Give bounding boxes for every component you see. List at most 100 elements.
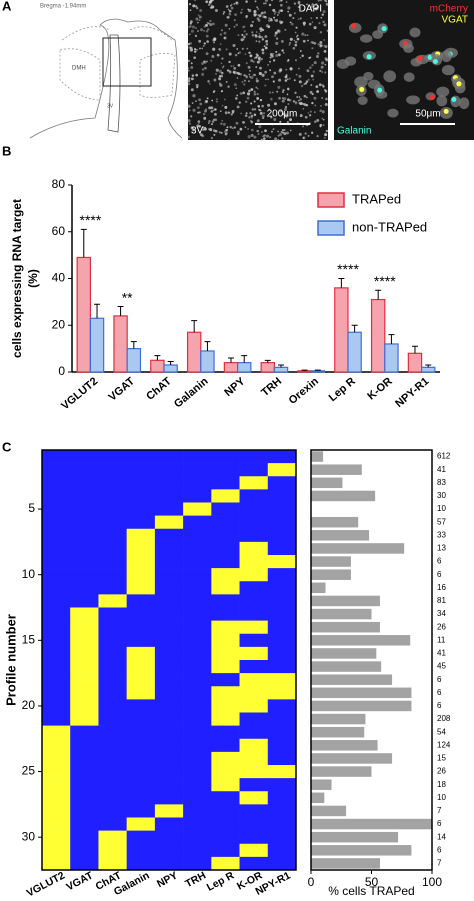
signal	[381, 26, 387, 32]
heatmap-cell	[267, 646, 297, 661]
x-tick-label: 0	[308, 875, 315, 889]
heatmap-cell	[154, 673, 184, 687]
nucleus	[303, 103, 307, 106]
count-label: 81	[437, 596, 446, 605]
ventricle-label: 3V	[107, 103, 114, 109]
nucleus	[301, 32, 305, 36]
nucleus	[281, 137, 284, 140]
nucleus	[293, 12, 296, 15]
nucleus	[299, 56, 302, 59]
nucleus	[192, 94, 196, 98]
heatmap-cell	[98, 502, 127, 516]
nucleus	[284, 75, 288, 79]
nucleus	[263, 11, 267, 14]
nucleus	[196, 124, 200, 128]
nucleus	[218, 69, 222, 73]
heatmap-cell	[126, 541, 156, 556]
heatmap-cell	[42, 450, 71, 464]
nucleus	[226, 126, 229, 129]
nucleus	[194, 48, 197, 51]
bar	[311, 543, 405, 554]
nucleus	[287, 59, 290, 62]
nucleus	[243, 25, 246, 28]
x-tick-label: VGAT	[106, 375, 137, 403]
heatmap-cell	[70, 607, 99, 621]
heatmap-cell	[267, 528, 297, 543]
heatmap-cell	[42, 568, 71, 582]
heatmap-cell	[98, 594, 127, 608]
nucleus	[192, 108, 196, 112]
nucleus	[297, 0, 301, 4]
heatmap-cell	[98, 712, 127, 726]
nucleus	[187, 59, 191, 63]
nucleus	[325, 2, 329, 6]
heatmap-cell	[183, 555, 212, 569]
nucleus	[199, 102, 203, 106]
heatmap-cell	[183, 502, 212, 516]
nucleus	[277, 134, 280, 137]
nucleus	[311, 102, 314, 105]
heatmap-cell	[70, 686, 99, 700]
count-label: 15	[437, 754, 446, 763]
nucleus	[275, 54, 279, 57]
heatmap-cell	[154, 817, 184, 831]
nucleus	[313, 61, 317, 65]
nucleus	[233, 126, 236, 129]
nucleus	[208, 106, 212, 110]
heatmap-cell	[183, 725, 212, 740]
nucleus	[288, 77, 291, 80]
nucleus	[275, 41, 279, 45]
signal	[443, 108, 449, 114]
nucleus	[255, 86, 258, 89]
nucleus	[210, 110, 214, 113]
y-tick-label: 30	[22, 829, 36, 843]
nucleus	[248, 80, 250, 83]
nucleus	[202, 60, 206, 63]
error-bar	[94, 303, 101, 319]
heatmap-cell	[126, 489, 156, 503]
nucleus	[323, 39, 326, 41]
heatmap-cell	[70, 489, 99, 503]
heatmap-cell	[239, 646, 269, 661]
nucleus	[192, 77, 195, 80]
nucleus	[271, 75, 274, 79]
nucleus	[230, 113, 233, 116]
error-bar	[117, 306, 124, 316]
heatmap-cell	[239, 450, 269, 464]
nucleus	[295, 26, 298, 29]
nucleus	[202, 45, 205, 47]
nucleus	[311, 131, 314, 134]
heatmap-cell	[126, 568, 156, 582]
heatmap-cell	[211, 607, 240, 621]
nucleus	[248, 73, 251, 76]
heatmap-cell	[211, 463, 240, 477]
nucleus	[316, 119, 320, 122]
cell	[357, 96, 368, 105]
nucleus	[304, 34, 307, 37]
heatmap-cell	[70, 594, 99, 608]
nucleus	[319, 43, 322, 46]
heatmap-cell	[211, 620, 240, 635]
x-tick-label: TRH	[259, 375, 284, 399]
nucleus	[205, 0, 209, 4]
bar	[311, 556, 351, 567]
count-label: 7	[437, 859, 442, 868]
heatmap-cell	[239, 751, 269, 766]
nucleus	[322, 10, 326, 14]
heatmap-cell	[211, 738, 240, 753]
nucleus	[322, 20, 325, 24]
stain-label: Galanin	[337, 126, 371, 137]
y-tick-label: 25	[22, 764, 36, 778]
heatmap-cell	[42, 751, 71, 766]
nucleus	[293, 2, 297, 5]
nucleus	[253, 12, 256, 16]
nucleus	[189, 25, 192, 28]
nucleus	[272, 8, 276, 12]
nucleus	[216, 53, 220, 57]
nucleus	[288, 13, 292, 17]
stain-label: VGAT	[442, 15, 468, 26]
heatmap-cell	[267, 699, 297, 713]
heatmap-cell	[70, 673, 99, 687]
nucleus	[265, 39, 269, 43]
heatmap-cell	[42, 817, 71, 831]
